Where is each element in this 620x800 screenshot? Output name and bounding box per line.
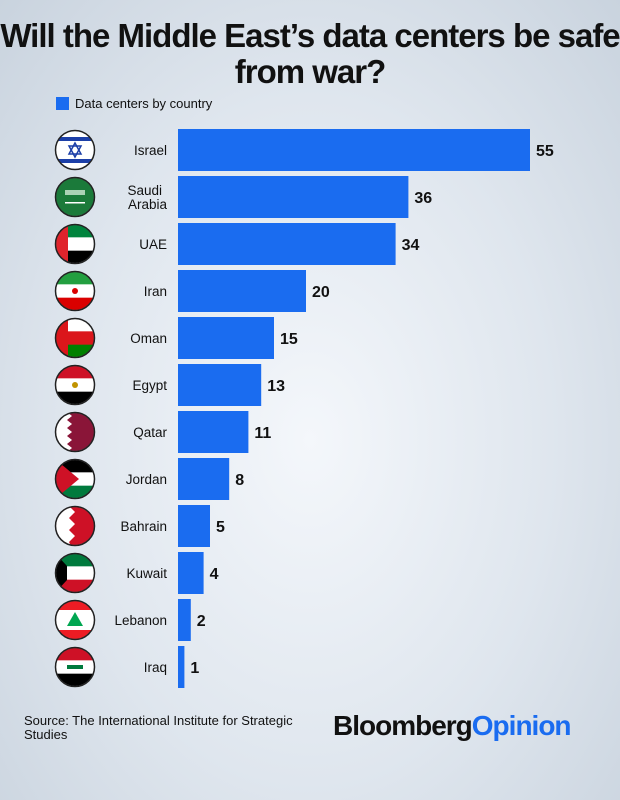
logo-part1: Bloomberg [333, 710, 473, 741]
bar-egypt [178, 364, 262, 406]
flag-israel-icon [56, 131, 94, 169]
flag-egypt-icon [56, 366, 94, 404]
bar-iraq [178, 646, 185, 688]
value-label: 20 [312, 284, 330, 301]
logo-part2: Opinion [471, 710, 572, 741]
category-label: Iraq [144, 660, 167, 675]
bar-lebanon [178, 599, 191, 641]
value-label: 36 [414, 190, 432, 207]
category-label: Kuwait [126, 566, 167, 581]
bar-uae [178, 223, 396, 265]
category-label: Jordan [126, 472, 167, 487]
value-label: 55 [536, 143, 554, 160]
value-label: 1 [190, 660, 199, 677]
bar-qatar [178, 411, 249, 453]
bar-kuwait [178, 552, 204, 594]
category-label: UAE [139, 237, 167, 252]
flag-qatar-icon [56, 413, 94, 451]
legend-swatch [56, 97, 69, 110]
chart-title: Will the Middle East’s data centers be s… [0, 17, 620, 90]
bloomberg-opinion-logo: BloombergOpinion [333, 710, 572, 742]
flag-oman-icon [56, 319, 94, 357]
value-label: 4 [210, 566, 219, 583]
category-label: Egypt [132, 378, 167, 393]
value-label: 15 [280, 331, 298, 348]
legend-label: Data centers by country [75, 96, 213, 111]
legend: Data centers by country [56, 96, 212, 111]
category-label: Bahrain [120, 519, 167, 534]
value-label: 5 [216, 519, 225, 536]
flag-jordan-icon [56, 460, 94, 498]
value-label: 2 [197, 613, 206, 630]
value-label: 13 [267, 378, 285, 395]
source-note: Source: The International Institute for … [24, 713, 293, 742]
flag-lebanon-icon [56, 601, 94, 639]
bar-bahrain [178, 505, 210, 547]
category-label: Lebanon [114, 613, 167, 628]
value-label: 8 [235, 472, 244, 489]
flag-iraq-icon [56, 648, 94, 686]
bar-saudi-arabia [178, 176, 409, 218]
flag-bahrain-icon [56, 507, 94, 545]
category-label: Israel [134, 143, 167, 158]
flag-iran-icon [56, 272, 94, 310]
value-label: 11 [254, 425, 271, 442]
category-label: Qatar [133, 425, 167, 440]
bar-oman [178, 317, 274, 359]
bar-jordan [178, 458, 230, 500]
flag-uae-icon [56, 225, 94, 263]
bar-israel [178, 129, 530, 171]
bar-iran [178, 270, 306, 312]
category-label: Iran [144, 284, 167, 299]
value-label: 34 [402, 237, 420, 254]
category-label: Oman [130, 331, 167, 346]
category-label: Saudi Arabia [127, 183, 167, 212]
flag-saudi-arabia-icon [56, 178, 94, 216]
